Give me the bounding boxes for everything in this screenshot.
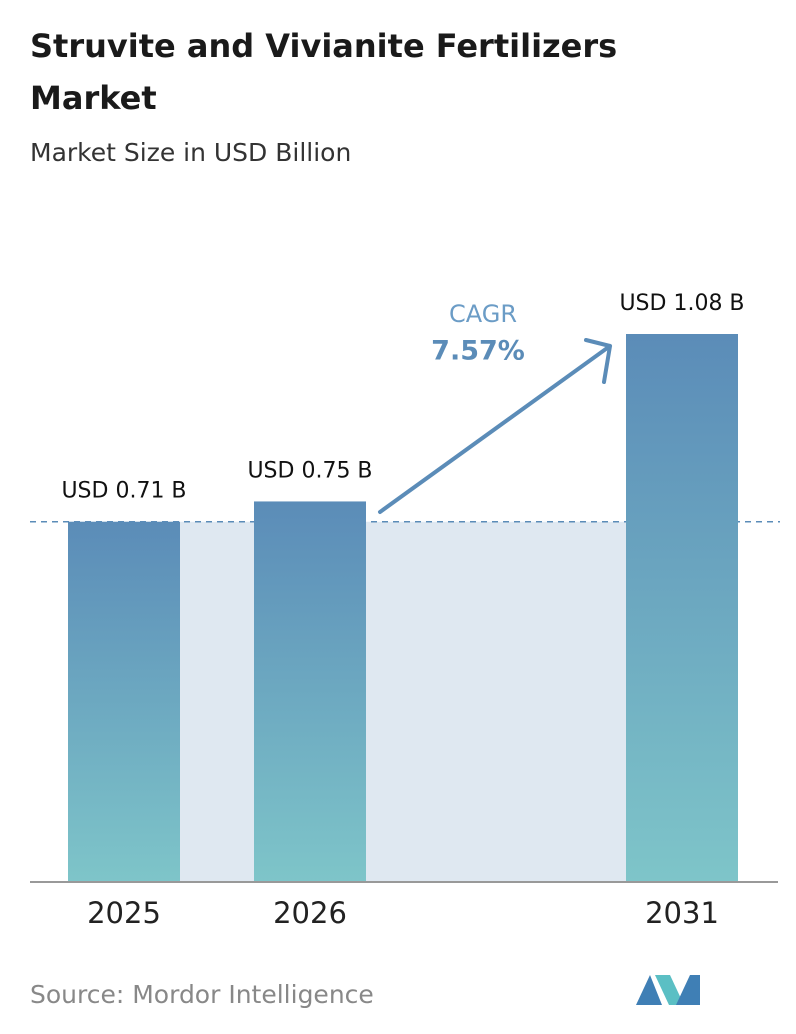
cagr-arrow	[378, 338, 612, 514]
logo	[636, 975, 700, 1005]
bar	[68, 521, 180, 882]
value-label: USD 0.71 B	[61, 479, 186, 504]
x-tick-label: 2025	[87, 896, 161, 930]
x-tick-label: 2031	[645, 896, 719, 930]
source: Source: Mordor Intelligence	[30, 980, 374, 1009]
chart-title: Struvite and Vivianite Fertilizers Market	[30, 27, 617, 117]
bar	[254, 501, 366, 882]
value-label: USD 0.75 B	[247, 458, 372, 483]
x-tick-label: 2026	[273, 896, 347, 930]
cagr-label: CAGR	[449, 300, 517, 328]
cagr-value: 7.57%	[431, 336, 525, 367]
value-label: USD 1.08 B	[619, 291, 744, 316]
bar	[626, 334, 738, 882]
chart-subtitle: Market Size in USD Billion	[30, 138, 351, 167]
